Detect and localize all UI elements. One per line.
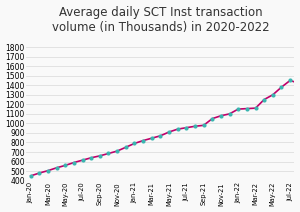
Title: Average daily SCT Inst transaction
volume (in Thousands) in 2020-2022: Average daily SCT Inst transaction volum… [52, 6, 269, 33]
